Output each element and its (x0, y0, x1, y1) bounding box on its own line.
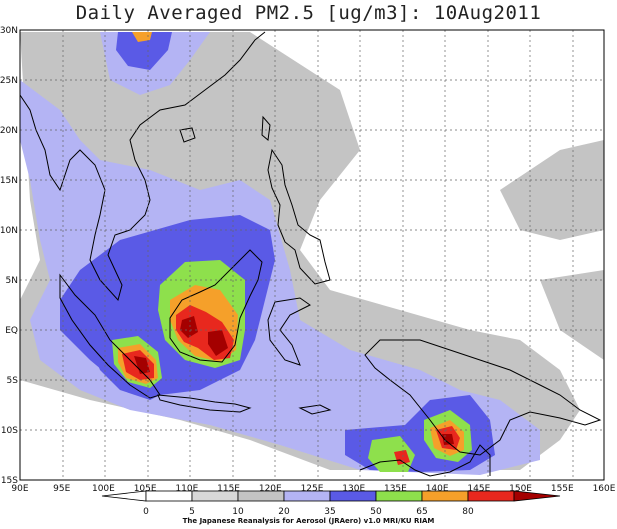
map-title: Daily Averaged PM2.5 [ug/m3]: 10Aug2011 (75, 2, 542, 24)
colorbar-bin-20 (283, 490, 331, 502)
coast-timor (298, 404, 332, 415)
coast-sulawesi (267, 297, 311, 366)
lat-tick-label: 5N (6, 276, 18, 286)
colorbar-label: 20 (278, 507, 290, 517)
colorbar-label: 65 (416, 507, 427, 517)
darkred-east (442, 434, 454, 445)
lat-tick-labels: 30N 25N 20N 15N 10N 5N EQ 5S 10S 15S (0, 26, 18, 486)
lon-tick-label: 100E (92, 484, 115, 494)
orange-north (132, 32, 152, 42)
gray-east-right (540, 270, 604, 360)
lat-tick-label: EQ (5, 326, 18, 336)
lat-tick-label: 5S (7, 376, 19, 386)
credit-line: The Japanese Reanalysis for Aerosol (JRA… (182, 517, 435, 525)
lon-tick-label: 130E (342, 484, 365, 494)
colorbar-label: 10 (232, 507, 244, 517)
colorbar-bin-65 (421, 490, 469, 502)
red-east-small (394, 450, 410, 465)
pm25-shading (20, 32, 604, 475)
lon-tick-label: 110E (175, 484, 198, 494)
colorbar-bin-35 (329, 490, 377, 502)
colorbar-label: 35 (324, 507, 335, 517)
lat-tick-label: 30N (0, 26, 18, 36)
darkred-borneo2 (208, 330, 228, 356)
lon-tick-label: 95E (53, 484, 70, 494)
coast-sumatra (59, 273, 161, 399)
colorbar-bin-80 (467, 490, 515, 502)
lon-tick-label: 155E (551, 484, 574, 494)
lon-tick-labels: 90E 95E 100E 105E 110E 115E 120E 125E 130E 135E 14… (11, 484, 615, 494)
colorbar-bin-50 (375, 490, 423, 502)
coast-australia-north (359, 444, 491, 477)
colorbar-label: 0 (143, 507, 149, 517)
lat-tick-label: 20N (0, 126, 18, 136)
colorbar-bin-white (145, 490, 193, 502)
gray-east-band (500, 140, 604, 240)
colorbar: 0 5 10 20 35 50 65 80 (101, 490, 561, 517)
grid (20, 30, 604, 480)
lon-tick-label: 105E (134, 484, 157, 494)
coast-java (157, 394, 252, 413)
lon-tick-label: 150E (509, 484, 532, 494)
lon-tick-label: 115E (217, 484, 240, 494)
lat-tick-label: 15S (1, 476, 18, 486)
lat-tick-label: 10S (1, 426, 18, 436)
lon-tick-label: 135E (384, 484, 407, 494)
lon-tick-label: 125E (301, 484, 324, 494)
lon-tick-label: 140E (426, 484, 449, 494)
lon-tick-label: 145E (467, 484, 490, 494)
lon-tick-label: 120E (259, 484, 282, 494)
coast-hainan (179, 127, 196, 143)
colorbar-label: 5 (189, 507, 195, 517)
colorbar-label: 80 (462, 507, 474, 517)
lat-tick-label: 15N (0, 176, 18, 186)
lat-tick-label: 10N (0, 226, 18, 236)
darkred-borneo (180, 316, 198, 338)
lon-tick-label: 160E (593, 484, 616, 494)
colorbar-labels: 0 5 10 20 35 50 65 80 (143, 507, 474, 517)
lat-tick-label: 25N (0, 76, 18, 86)
colorbar-label: 50 (370, 507, 382, 517)
darkred-sumatra (134, 356, 150, 374)
coast-taiwan (261, 115, 271, 141)
coast-philippines (267, 148, 331, 285)
lon-tick-label: 90E (11, 484, 28, 494)
blue-dark-north (116, 32, 172, 70)
colorbar-bin-10 (237, 490, 285, 502)
colorbar-bin-5 (191, 490, 239, 502)
map-frame (19, 29, 605, 481)
colorbar-right-triangle (513, 490, 561, 502)
